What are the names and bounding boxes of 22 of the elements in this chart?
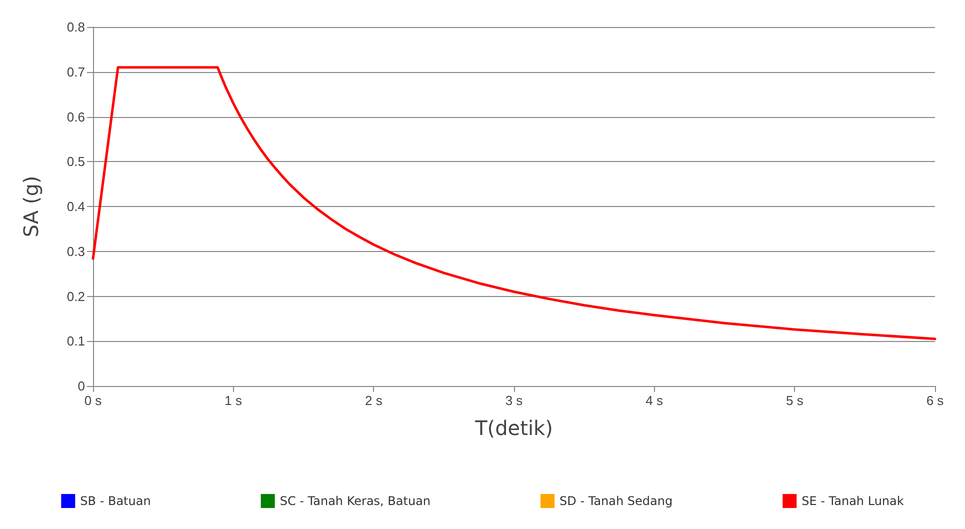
y-tick-label: 0.7: [66, 64, 85, 80]
legend-label: SB - Batuan: [80, 494, 151, 508]
legend-label: SE - Tanah Lunak: [802, 494, 904, 508]
x-tick-label: 1 s: [224, 393, 243, 408]
x-tick-label: 3 s: [505, 393, 524, 408]
y-tick-label: 0: [78, 378, 85, 394]
x-axis-title: T(detik): [474, 416, 553, 440]
y-tick-label: 0.5: [66, 154, 85, 170]
y-axis-title: SA (g): [19, 176, 43, 238]
x-tick-label: 5 s: [786, 393, 804, 408]
x-tick-label: 4 s: [646, 393, 664, 408]
y-tick-label: 0.8: [66, 20, 85, 34]
y-tick-label: 0.6: [66, 109, 85, 124]
y-tick-label: 0.1: [66, 334, 85, 349]
y-tick-label: 0.4: [66, 199, 85, 214]
x-tick-label: 2 s: [364, 393, 383, 408]
x-tick-label: 6 s: [926, 393, 944, 408]
y-tick-label: 0.2: [66, 288, 85, 304]
x-tick-label: 0 s: [84, 393, 102, 408]
legend-label: SC - Tanah Keras, Batuan: [280, 494, 431, 508]
legend-label: SD - Tanah Sedang: [560, 494, 673, 508]
y-tick-label: 0.3: [66, 244, 85, 259]
